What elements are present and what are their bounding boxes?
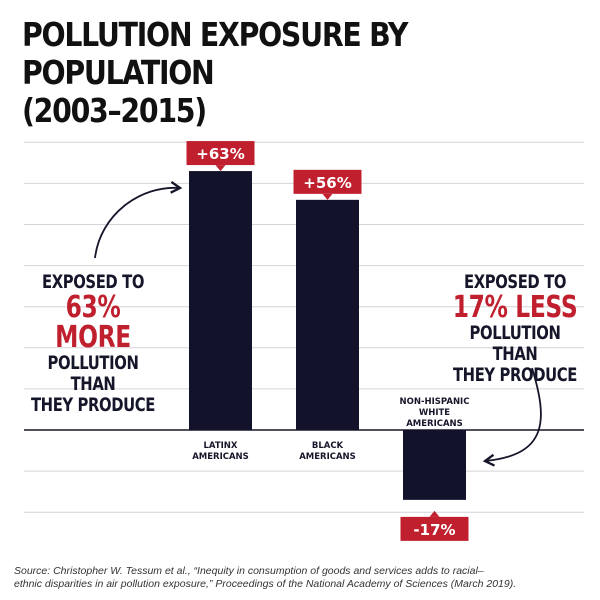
value-label: -17% <box>413 521 455 539</box>
subtitle-line: (2003–2015) <box>22 91 207 130</box>
annotation-highlight: 17% LESS <box>452 290 578 325</box>
source-line: ethnic disparities in air pollution expo… <box>14 578 517 590</box>
annotation-text: POLLUTION THAN <box>469 322 561 365</box>
right-arrow <box>482 367 542 467</box>
bar <box>403 430 466 500</box>
bar <box>296 199 359 430</box>
category-label: AMERICANS <box>299 452 356 462</box>
left-annotation: EXPOSED TO 63% MORE POLLUTION THAN THEY … <box>27 272 160 416</box>
category-label: BLACK <box>312 441 344 451</box>
category-label: LATINX <box>204 441 238 451</box>
title-line: POLLUTION EXPOSURE BY POPULATION <box>22 15 408 92</box>
value-label-pointer <box>322 193 333 200</box>
bar <box>189 171 252 430</box>
value-label-box <box>400 516 469 541</box>
value-label-box <box>293 169 362 194</box>
right-annotation: EXPOSED TO 17% LESS POLLUTION THAN THEY … <box>449 272 582 386</box>
annotation-text: THEY PRODUCE <box>452 364 578 386</box>
value-label-pointer <box>215 165 226 172</box>
left-arrow <box>94 180 183 259</box>
category-label: AMERICANS <box>406 419 463 429</box>
annotation-text: POLLUTION THAN <box>47 352 139 395</box>
value-label: +56% <box>303 174 351 192</box>
annotation-text: EXPOSED TO <box>463 271 567 293</box>
annotation-highlight: 63% MORE <box>55 290 131 355</box>
category-label: WHITE <box>419 408 450 418</box>
value-label: +63% <box>196 145 244 163</box>
annotation-text: EXPOSED TO <box>41 271 145 293</box>
chart-title: POLLUTION EXPOSURE BY POPULATION (2003–20… <box>22 16 572 130</box>
category-label: AMERICANS <box>192 452 249 462</box>
source-line: Source: Christopher W. Tessum et al., “I… <box>14 565 484 577</box>
value-label-box <box>186 141 255 166</box>
category-label: NON-HISPANIC <box>400 397 470 407</box>
value-label-pointer <box>429 510 440 517</box>
annotation-text: THEY PRODUCE <box>30 394 156 416</box>
source-citation: Source: Christopher W. Tessum et al., “I… <box>14 565 516 591</box>
